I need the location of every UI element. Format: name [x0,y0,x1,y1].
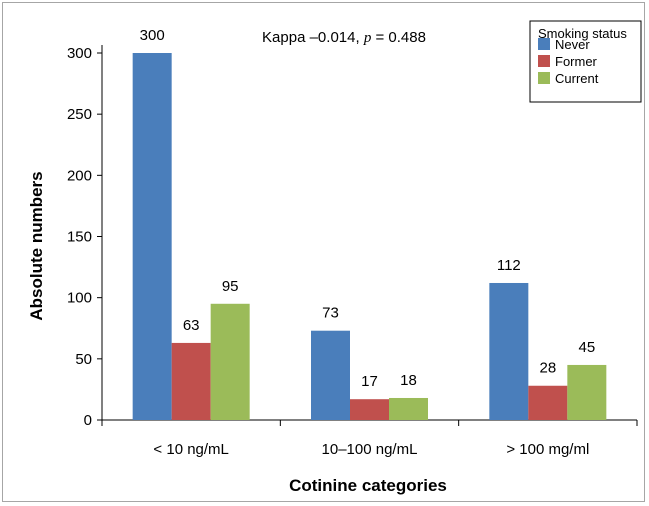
legend-swatch-former [538,55,550,67]
y-tick-label: 100 [67,290,92,307]
annotation-prefix: Kappa –0.014, [262,29,364,46]
bar-current [567,364,607,420]
y-tick-label: 200 [67,167,92,184]
y-tick-label: 50 [75,351,92,368]
legend: Smoking status Never Former Current [529,20,642,103]
y-tick-label: 0 [84,412,92,429]
data-labels: 300 73 112 63 17 28 95 18 45 [140,27,596,390]
data-label: 95 [222,278,239,295]
bars [132,53,607,420]
y-tick-label: 250 [67,106,92,123]
y-axis-title: Absolute numbers [27,171,46,320]
x-axis-title: Cotinine categories [289,476,447,495]
bar-former [171,342,211,420]
bar-never [489,282,529,420]
legend-label-former: Former [555,54,598,69]
y-axis: 0 50 100 150 200 250 300 [67,45,103,429]
data-label: 18 [400,372,417,389]
y-tick-label: 300 [67,45,92,62]
annotation-p: p [363,30,372,46]
legend-title: Smoking status [538,26,627,41]
data-label: 45 [578,339,595,356]
annotation-suffix: = 0.488 [371,29,426,46]
bar-current [389,397,428,420]
bar-current [210,303,250,420]
data-label: 17 [361,373,378,390]
kappa-annotation: Kappa –0.014, p = 0.488 [262,29,426,46]
legend-swatch-current [538,72,550,84]
data-label: 63 [183,317,200,334]
bar-never [132,53,172,420]
data-label: 28 [539,360,556,377]
legend-swatch-never [538,38,550,50]
x-tick-label: 10–100 ng/mL [322,441,418,458]
data-label: 300 [140,27,165,44]
bar-former [528,385,568,420]
data-label: 112 [497,257,521,274]
bar-never [311,330,350,420]
x-tick-label: < 10 ng/mL [153,441,228,458]
y-tick-label: 150 [67,229,92,246]
legend-label-current: Current [555,71,599,86]
bar-former [350,399,389,420]
legend-label-never: Never [555,37,590,52]
x-tick-label: > 100 mg/ml [506,441,589,458]
x-axis: < 10 ng/mL 10–100 ng/mL > 100 mg/ml [101,419,638,458]
data-label: 73 [322,305,339,322]
